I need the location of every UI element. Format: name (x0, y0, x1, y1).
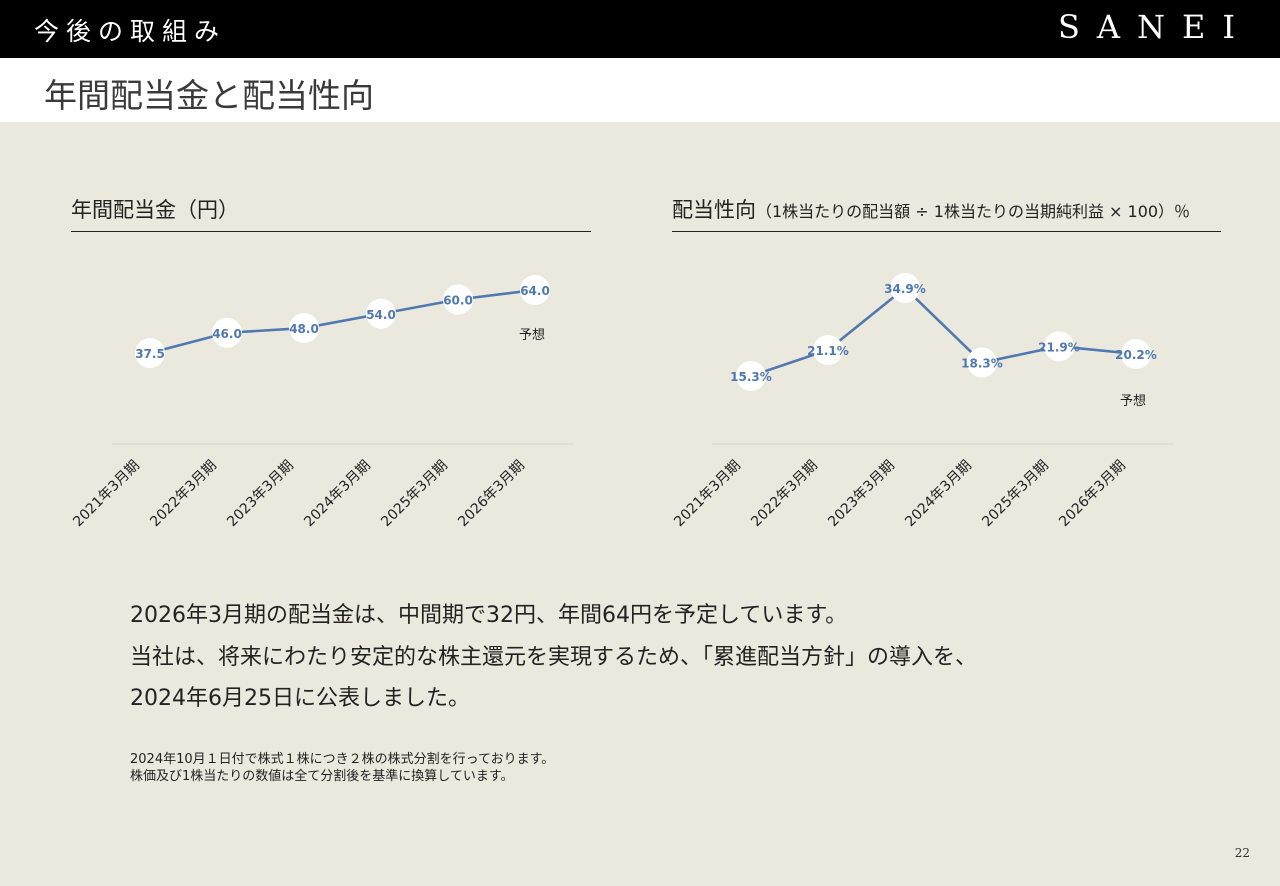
data-label: 21.9% (1038, 340, 1080, 354)
data-label: 21.1% (807, 344, 849, 358)
payout-chart-title: 配当性向（1株当たりの配当額 ÷ 1株当たりの当期純利益 × 100）％ (672, 194, 1190, 224)
data-label: 37.5 (135, 347, 165, 361)
data-label: 54.0 (366, 308, 396, 322)
brand-logo: SANEI (1057, 8, 1252, 46)
data-label: 18.3% (961, 357, 1003, 371)
x-tick-label: 2023年3月期 (825, 458, 898, 531)
forecast-annotation: 予想 (519, 327, 545, 343)
forecast-annotation: 予想 (1120, 393, 1146, 409)
data-point (443, 284, 473, 315)
data-label: 64.0 (520, 284, 550, 298)
data-point (135, 338, 165, 368)
x-tick-label: 2025年3月期 (979, 458, 1052, 531)
data-point (520, 275, 550, 305)
title-bar: 年間配当金と配当性向 (0, 58, 1280, 122)
body-line-2: 当社は、将来にわたり安定的な株主還元を実現するため、「累進配当方針」の導入を、 (130, 645, 978, 670)
data-point (813, 334, 843, 365)
top-bar: 今後の取組み SANEI (0, 0, 1280, 58)
data-label: 15.3% (730, 370, 772, 384)
x-tick-label: 2021年3月期 (671, 458, 744, 531)
data-point (967, 347, 997, 378)
section-title: 今後の取組み (34, 17, 227, 46)
data-point (1044, 331, 1074, 362)
payout-title-main: 配当性向 (672, 198, 756, 222)
x-tick-label: 2024年3月期 (902, 458, 975, 531)
data-label: 60.0 (443, 294, 473, 308)
footnote-2: 株価及び1株当たりの数値は全て分割後を基準に換算しています。 (130, 769, 514, 784)
body-line-1: 2026年3月期の配当金は、中間期で32円、年間64円を予定しています。 (130, 603, 848, 628)
data-point (1121, 339, 1151, 369)
dividend-chart-rule (71, 231, 591, 232)
series-line (750, 286, 1137, 378)
data-label: 48.0 (289, 322, 319, 336)
body-line-3: 2024年6月25日に公表しました。 (130, 686, 470, 711)
page-number: 22 (1234, 846, 1250, 860)
data-label: 20.2% (1115, 348, 1157, 362)
payout-chart-rule (672, 231, 1221, 232)
page-title: 年間配当金と配当性向 (44, 76, 374, 115)
data-point (890, 273, 920, 303)
data-point (212, 317, 242, 348)
x-tick-label: 2026年3月期 (1056, 458, 1129, 531)
footnote-1: 2024年10月１日付で株式１株につき２株の株式分割を行っております。 (130, 752, 555, 767)
payout-title-sub: （1株当たりの配当額 ÷ 1株当たりの当期純利益 × 100）％ (756, 202, 1191, 221)
data-label: 34.9% (884, 282, 926, 296)
data-label: 46.0 (212, 327, 242, 341)
data-point (289, 313, 319, 344)
x-tick-label: 2022年3月期 (748, 458, 821, 531)
dividend-chart-title: 年間配当金（円） (71, 198, 239, 222)
data-point (736, 361, 766, 391)
data-point (366, 298, 396, 329)
